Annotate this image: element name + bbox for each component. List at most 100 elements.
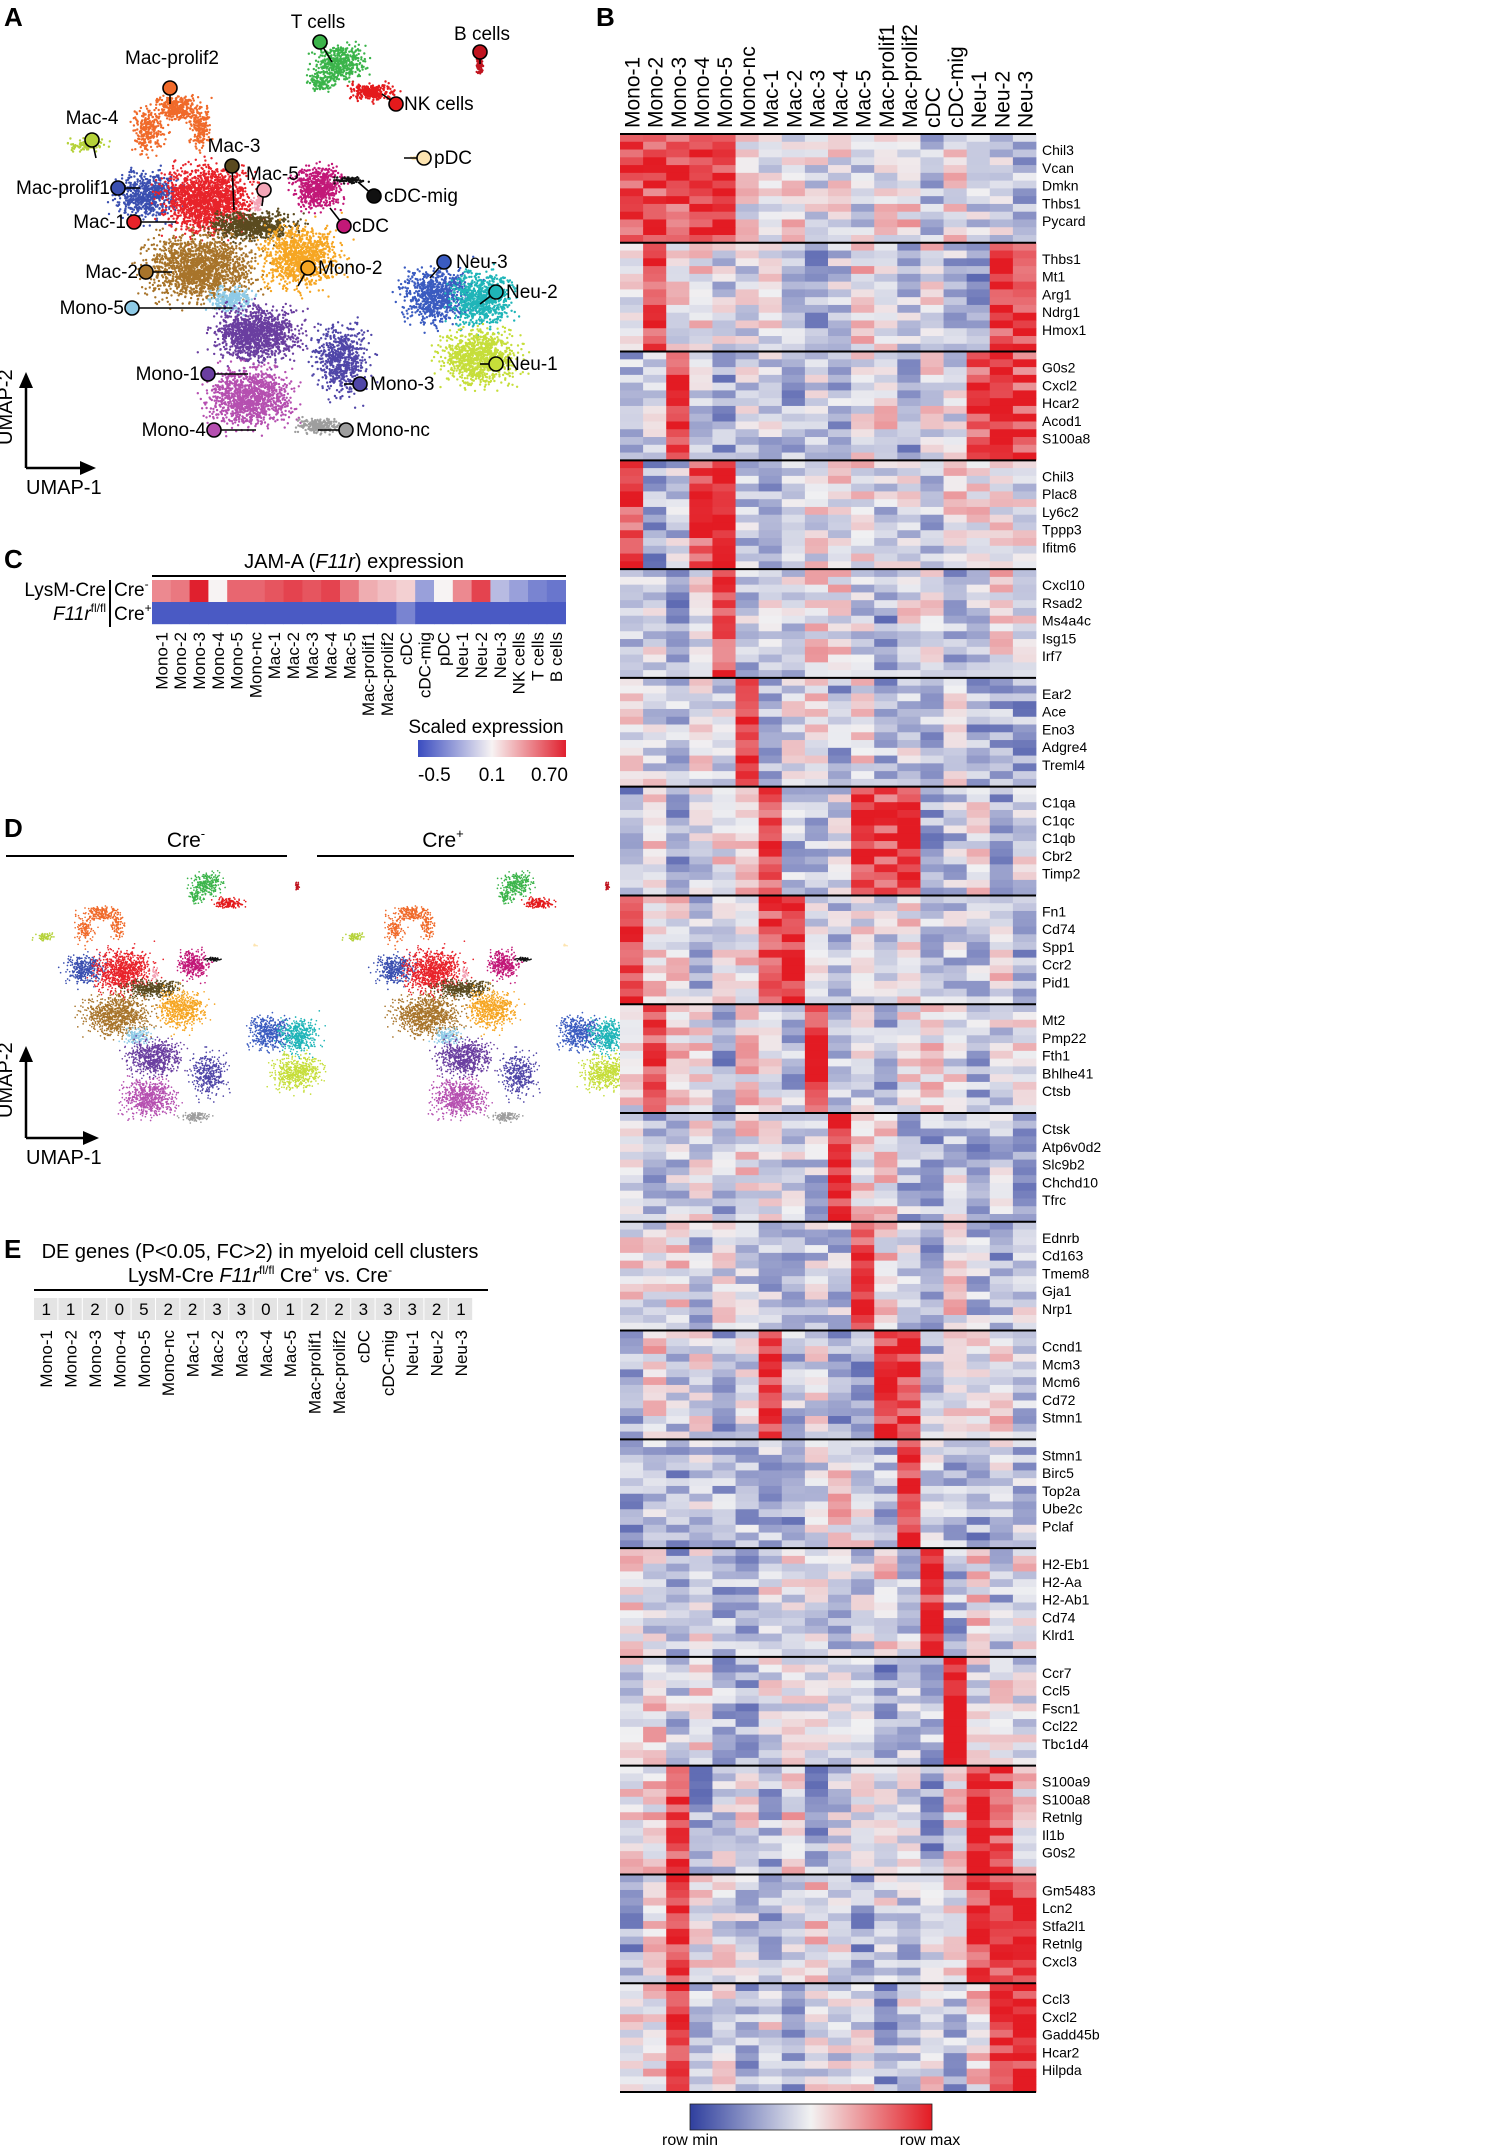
heatmap-cell — [804, 1820, 829, 1829]
heatmap-cell — [620, 250, 644, 259]
heatmap-cell — [781, 413, 806, 422]
heatmap-cell — [666, 1936, 690, 1945]
heatmap-cell — [989, 1734, 1014, 1743]
heatmap-cell — [712, 1136, 736, 1145]
heatmap-cell — [712, 732, 736, 741]
heatmap-cell — [966, 1097, 991, 1106]
heatmap-cell — [735, 289, 760, 298]
heatmap-cell — [920, 802, 944, 811]
heatmap-cell — [943, 802, 968, 811]
heatmap-cell — [804, 910, 829, 920]
heatmap-cell — [897, 1027, 921, 1036]
heatmap-cell — [804, 778, 829, 788]
heatmap-cell — [643, 1159, 667, 1168]
heatmap-cell — [689, 297, 713, 306]
heatmap-cell — [804, 771, 829, 780]
heatmap-cell — [920, 1555, 944, 1565]
heatmap-cell — [851, 1198, 875, 1207]
heatmap-cell — [828, 1377, 852, 1386]
heatmap-cell — [874, 141, 898, 150]
heatmap-cell — [920, 1245, 944, 1254]
heatmap-cell — [620, 1097, 644, 1106]
heatmap-cell — [943, 2060, 968, 2070]
heatmap-cell — [620, 538, 644, 547]
heatmap-cell — [804, 732, 829, 741]
heatmap-cell — [804, 1315, 829, 1324]
heatmap-cell — [804, 1687, 829, 1697]
heatmap-cell — [897, 576, 921, 586]
heatmap-cell — [920, 771, 944, 780]
heatmap-cell — [828, 227, 852, 236]
heatmap-cell — [828, 1120, 852, 1129]
heatmap-cell — [920, 623, 944, 632]
heatmap-cell — [1012, 1594, 1037, 1603]
heatmap-cell — [966, 250, 991, 259]
heatmap-cell — [781, 1144, 806, 1153]
heatmap-cell — [897, 141, 921, 150]
de-count-value: 0 — [261, 1300, 270, 1319]
heatmap-cell — [989, 1936, 1014, 1945]
jam-a-column-label: cDC — [397, 632, 416, 665]
heatmap-cell — [897, 716, 921, 725]
heatmap-cell — [851, 716, 875, 725]
cluster-mac-1-points — [150, 155, 269, 247]
heatmap-cell — [989, 817, 1014, 826]
heatmap-cell — [851, 429, 875, 438]
heatmap-cell — [758, 1291, 783, 1300]
heatmap-cell — [943, 1975, 968, 1984]
de-count-cell — [82, 1298, 107, 1320]
heatmap-cell — [851, 1618, 875, 1627]
heatmap-cell — [781, 1649, 806, 1658]
heatmap-cell — [1012, 1478, 1037, 1487]
heatmap-cell — [897, 1105, 921, 1114]
heatmap-cell — [758, 188, 783, 197]
heatmap-cell — [758, 297, 783, 306]
heatmap-cell — [920, 747, 944, 756]
heatmap-cell — [851, 1874, 875, 1883]
heatmap-cell — [920, 1004, 944, 1013]
heatmap-cell — [781, 475, 806, 485]
heatmap-cell — [828, 468, 852, 477]
heatmap-cell — [643, 1237, 667, 1246]
heatmap-cell — [989, 1672, 1014, 1681]
heatmap-cell — [828, 724, 852, 733]
heatmap-cell — [689, 623, 713, 632]
heatmap-cell — [712, 304, 736, 314]
heatmap-cell — [874, 1757, 898, 1767]
heatmap-cell — [781, 429, 806, 438]
heatmap-cell — [758, 1641, 783, 1650]
heatmap-cell — [943, 1719, 968, 1728]
heatmap-cell — [804, 1043, 829, 1052]
heatmap-cell — [666, 1167, 690, 1176]
heatmap-cell — [689, 592, 713, 601]
heatmap-cell — [874, 1330, 898, 1339]
heatmap-cell — [735, 475, 760, 485]
heatmap-cell — [712, 778, 736, 788]
heatmap-cell — [851, 1019, 875, 1028]
heatmap-cell — [804, 1081, 829, 1091]
heatmap-cell — [920, 1827, 944, 1836]
heatmap-cell — [920, 188, 944, 197]
jam-a-column-label: T cells — [528, 632, 547, 681]
heatmap-cell — [666, 421, 690, 430]
heatmap-cell — [735, 1765, 760, 1774]
heatmap-cell — [620, 1361, 644, 1370]
heatmap-cell — [897, 1431, 921, 1440]
heatmap-cell — [666, 258, 690, 267]
heatmap-cell — [851, 328, 875, 337]
heatmap-cell — [874, 1004, 898, 1013]
heatmap-cell — [666, 1330, 690, 1339]
heatmap-cell — [735, 1470, 760, 1479]
heatmap-cell — [989, 1182, 1014, 1192]
heatmap-cell — [689, 662, 713, 671]
heatmap-cell — [989, 1548, 1014, 1557]
cluster-t-cells-points — [188, 889, 206, 905]
heatmap-cell — [620, 569, 644, 578]
heatmap-cell — [689, 1734, 713, 1743]
heatmap-cell — [851, 755, 875, 764]
heatmap-gene-label: Top2a — [1042, 1483, 1080, 1499]
heatmap-cell — [735, 514, 760, 523]
heatmap-cell — [874, 312, 898, 321]
heatmap-cell — [643, 437, 667, 446]
heatmap-cell — [966, 1105, 991, 1114]
